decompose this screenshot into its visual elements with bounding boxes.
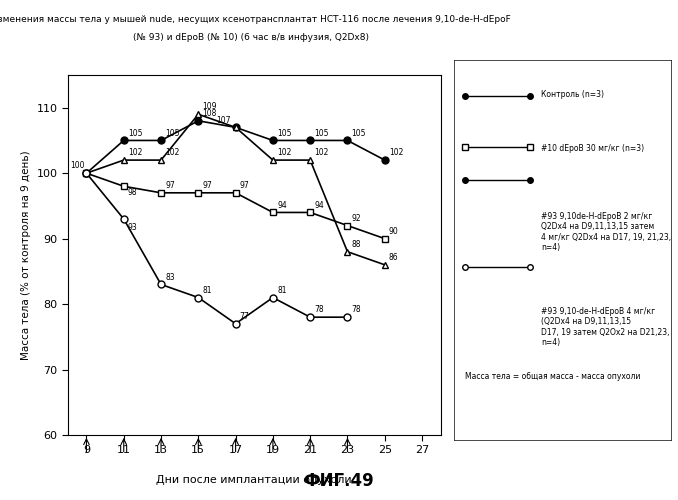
Text: 105: 105 <box>165 128 180 138</box>
Text: 102: 102 <box>165 148 180 158</box>
Text: 93: 93 <box>128 222 138 232</box>
Text: 105: 105 <box>315 128 329 138</box>
Text: #93 9,10-de-H-dEpoB 4 мг/кг
(Q2Dx4 на D9,11,13,15
D17, 19 затем Q2Ox2 на D21,23,: #93 9,10-de-H-dEpoB 4 мг/кг (Q2Dx4 на D9… <box>541 307 670 347</box>
Text: 94: 94 <box>315 200 324 209</box>
Text: 105: 105 <box>277 128 292 138</box>
Text: 102: 102 <box>128 148 142 158</box>
Text: 81: 81 <box>203 286 212 295</box>
Text: 97: 97 <box>165 181 175 190</box>
Text: 102: 102 <box>389 148 403 158</box>
Text: ФИГ.49: ФИГ.49 <box>304 472 374 490</box>
Text: 102: 102 <box>277 148 292 158</box>
Text: 81: 81 <box>277 286 287 295</box>
Text: (№ 93) и dEpoB (№ 10) (6 час в/в инфузия, Q2Dx8): (№ 93) и dEpoB (№ 10) (6 час в/в инфузия… <box>133 32 369 42</box>
Text: Контроль (n=3): Контроль (n=3) <box>541 90 604 100</box>
Text: 92: 92 <box>352 214 361 223</box>
Text: 97: 97 <box>203 181 212 190</box>
Text: 90: 90 <box>389 227 399 236</box>
Text: 78: 78 <box>315 306 324 314</box>
Text: 94: 94 <box>277 200 287 209</box>
Text: 107: 107 <box>216 116 231 124</box>
Text: 78: 78 <box>352 306 361 314</box>
Text: 98: 98 <box>128 188 138 198</box>
Text: 97: 97 <box>240 181 250 190</box>
Y-axis label: Масса тела (% от контроля на 9 день): Масса тела (% от контроля на 9 день) <box>21 150 31 360</box>
Text: 88: 88 <box>352 240 361 249</box>
Text: 86: 86 <box>389 253 399 262</box>
Text: 108: 108 <box>203 109 217 118</box>
X-axis label: Дни после имплантации опухоли: Дни после имплантации опухоли <box>157 475 352 485</box>
Text: 100: 100 <box>70 162 84 170</box>
Text: Изменения массы тела у мышей nude, несущих ксенотрансплантат НСТ-116 после лечен: Изменения массы тела у мышей nude, несущ… <box>0 15 511 24</box>
Text: 105: 105 <box>128 128 142 138</box>
Text: #93 9,10de-H-dEpoB 2 мг/кг
Q2Dx4 на D9,11,13,15 затем
4 мг/кг Q2Dx4 на D17, 19, : #93 9,10de-H-dEpoB 2 мг/кг Q2Dx4 на D9,1… <box>541 212 671 252</box>
Text: 105: 105 <box>352 128 366 138</box>
Text: 102: 102 <box>315 148 329 158</box>
Text: 109: 109 <box>203 102 217 112</box>
Text: #10 dEpoB 30 мг/кг (n=3): #10 dEpoB 30 мг/кг (n=3) <box>541 144 644 152</box>
Text: 83: 83 <box>165 272 175 281</box>
Text: 77: 77 <box>240 312 250 321</box>
Text: Масса тела = общая масса - масса опухоли: Масса тела = общая масса - масса опухоли <box>465 372 641 380</box>
